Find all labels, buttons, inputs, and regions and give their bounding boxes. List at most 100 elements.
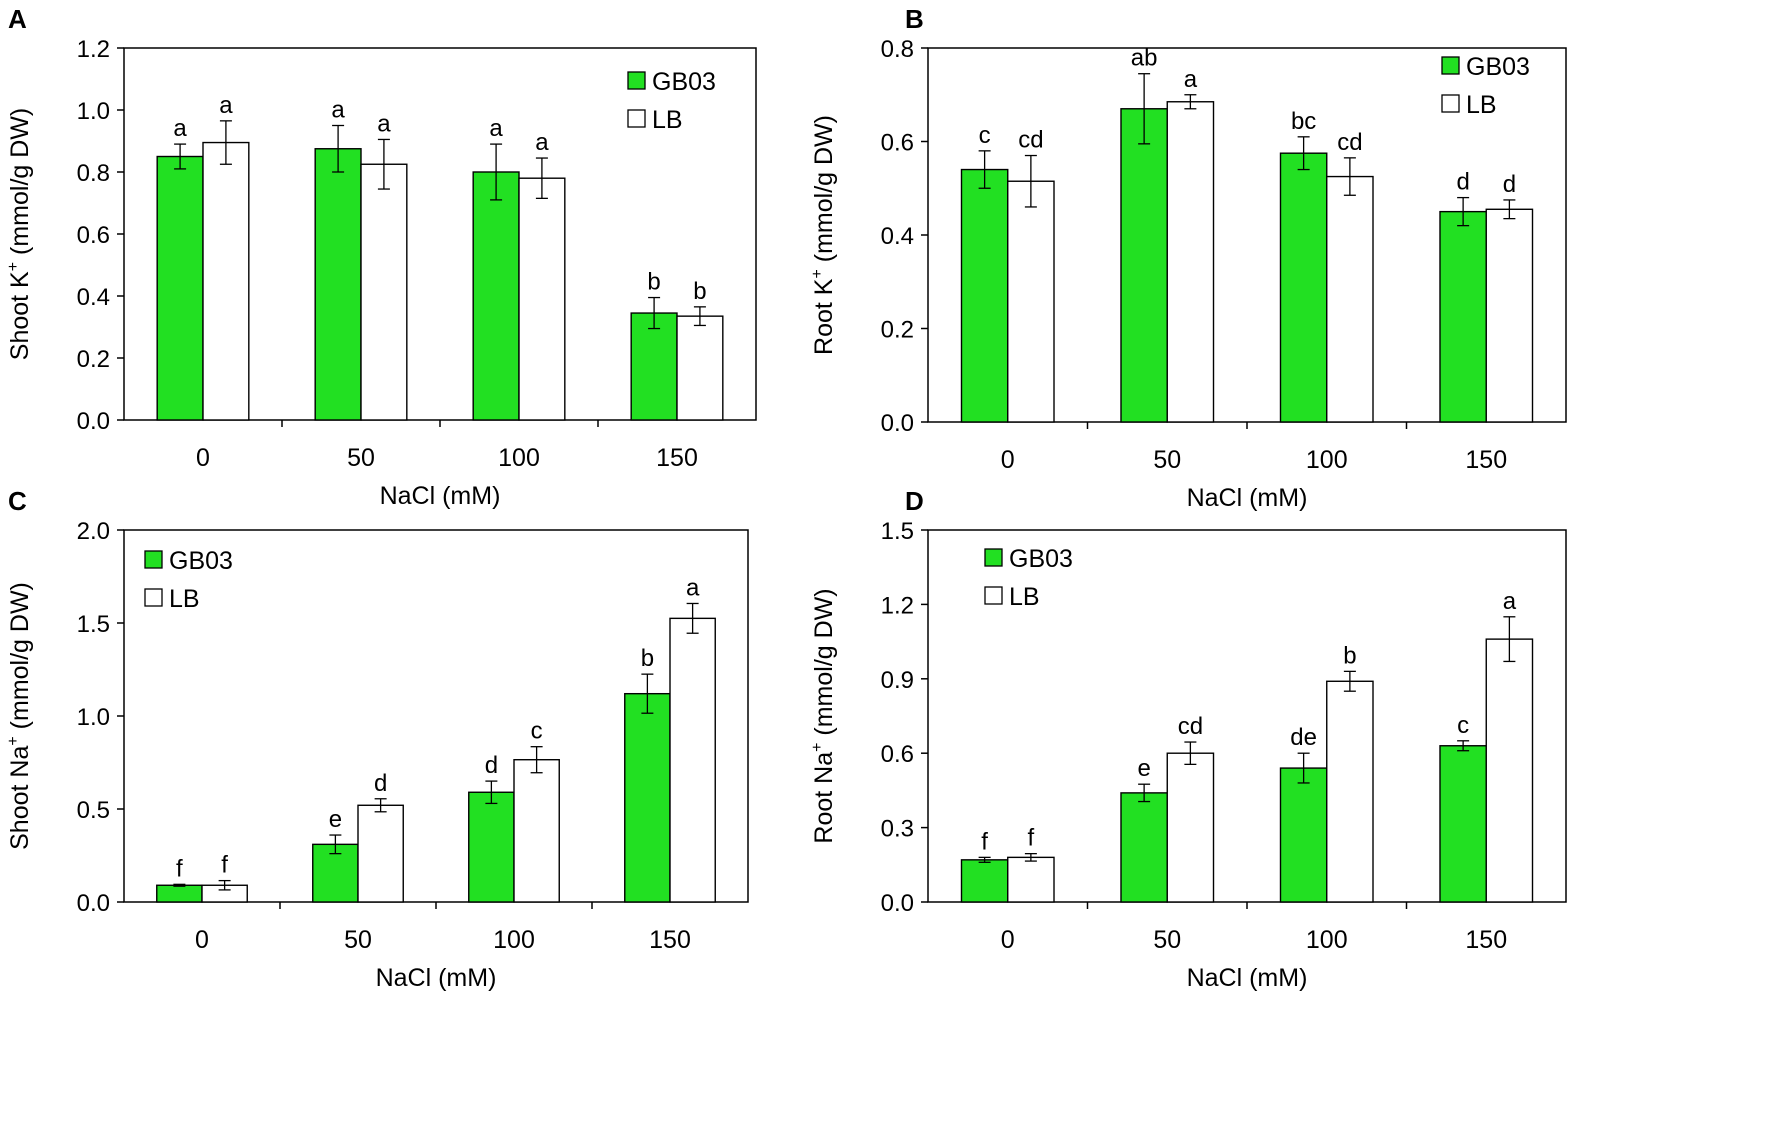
y-axis-title: Shoot Na+ (mmol/g DW) — [5, 582, 34, 850]
bar-gb03-100 — [468, 791, 515, 903]
bar-lb-0 — [1007, 856, 1055, 903]
significance-letter: cd — [1018, 127, 1043, 154]
legend-label-gb03: GB03 — [1466, 53, 1530, 81]
x-tick-label: 150 — [1465, 926, 1507, 954]
bar-lb-100 — [518, 177, 566, 421]
y-tick-label: 0.4 — [77, 284, 110, 311]
x-tick-label: 0 — [1001, 926, 1015, 954]
legend-label-gb03: GB03 — [652, 68, 716, 96]
legend-swatch-lb — [144, 588, 163, 607]
significance-letter: d — [1456, 169, 1469, 196]
x-tick-label: 100 — [493, 926, 535, 954]
significance-letter: a — [489, 115, 503, 142]
bar-lb-0 — [1007, 180, 1055, 423]
y-tick-label: 1.2 — [881, 592, 914, 619]
panel-label: B — [905, 4, 924, 34]
significance-letter: c — [531, 718, 543, 745]
bar-lb-150 — [1485, 208, 1534, 423]
legend-label-lb: LB — [169, 585, 200, 613]
x-tick-label: 0 — [195, 926, 209, 954]
y-tick-label: 1.0 — [77, 704, 110, 731]
bar-lb-150 — [676, 315, 724, 421]
bar-gb03-0 — [960, 168, 1009, 423]
significance-letter: b — [693, 278, 706, 305]
significance-letter: f — [176, 855, 183, 882]
significance-letter: a — [377, 110, 391, 137]
x-tick-label: 50 — [344, 926, 372, 954]
y-tick-label: 0.6 — [881, 741, 914, 768]
x-tick-label: 100 — [1306, 446, 1348, 474]
bar-lb-150 — [669, 617, 716, 903]
significance-letter: cd — [1178, 713, 1203, 740]
bar-lb-100 — [1326, 680, 1374, 903]
significance-letter: c — [979, 122, 991, 149]
bar-gb03-150 — [630, 312, 678, 421]
bar-gb03-0 — [156, 884, 203, 903]
significance-letter: b — [641, 645, 654, 672]
bar-lb-50 — [360, 163, 408, 421]
y-axis-title: Shoot K+ (mmol/g DW) — [5, 108, 34, 360]
significance-letter: d — [374, 770, 387, 797]
y-tick-label: 1.5 — [77, 611, 110, 638]
legend-swatch-gb03 — [144, 550, 163, 569]
bar-gb03-100 — [472, 171, 520, 421]
y-tick-label: 2.0 — [77, 518, 110, 545]
legend-swatch-gb03 — [984, 548, 1003, 567]
significance-letter: d — [1503, 171, 1516, 198]
y-tick-label: 0.4 — [881, 223, 914, 250]
bar-gb03-100 — [1279, 767, 1328, 903]
bar-gb03-150 — [1439, 745, 1487, 903]
bar-gb03-150 — [1439, 210, 1487, 423]
legend-swatch-gb03 — [1441, 56, 1460, 75]
y-tick-label: 0.0 — [881, 410, 914, 437]
significance-letter: d — [485, 752, 498, 779]
y-tick-label: 0.9 — [881, 667, 914, 694]
x-tick-label: 150 — [1465, 446, 1507, 474]
bar-gb03-50 — [1120, 108, 1168, 423]
bar-gb03-0 — [960, 859, 1009, 903]
legend-label-gb03: GB03 — [169, 547, 233, 575]
significance-letter: cd — [1337, 129, 1362, 156]
significance-letter: de — [1290, 724, 1317, 751]
y-tick-label: 0.0 — [881, 890, 914, 917]
x-axis-title: NaCl (mM) — [380, 482, 501, 510]
panel-d: D 0.0 0.3 0.6 0.9 1.2 1.5 f f 0 e cd 50 de b 100 c a 150 Na… — [809, 486, 1567, 992]
significance-letter: f — [1028, 825, 1035, 852]
legend-swatch-gb03 — [627, 71, 646, 90]
bar-gb03-50 — [314, 148, 362, 421]
y-tick-label: 0.6 — [77, 222, 110, 249]
x-tick-label: 150 — [649, 926, 691, 954]
legend-label-lb: LB — [652, 106, 683, 134]
y-tick-label: 0.5 — [77, 797, 110, 824]
x-tick-label: 100 — [1306, 926, 1348, 954]
bar-lb-0 — [202, 141, 250, 421]
significance-letter: f — [221, 852, 228, 879]
significance-letter: a — [686, 574, 700, 601]
y-tick-label: 0.8 — [77, 160, 110, 187]
significance-letter: b — [1343, 642, 1356, 669]
y-tick-label: 0.0 — [77, 408, 110, 435]
significance-letter: a — [535, 129, 549, 156]
y-tick-label: 1.5 — [881, 518, 914, 545]
x-tick-label: 50 — [1153, 926, 1181, 954]
x-tick-label: 150 — [656, 444, 698, 472]
significance-letter: a — [1503, 588, 1517, 615]
panel-label: D — [905, 486, 924, 516]
x-tick-label: 0 — [1001, 446, 1015, 474]
y-tick-label: 0.8 — [881, 36, 914, 63]
significance-letter: b — [647, 269, 660, 296]
significance-letter: bc — [1291, 108, 1316, 135]
legend-label-lb: LB — [1009, 583, 1040, 611]
y-tick-label: 0.6 — [881, 130, 914, 157]
x-axis-title: NaCl (mM) — [376, 964, 497, 992]
bar-gb03-100 — [1279, 152, 1328, 423]
y-tick-label: 0.3 — [881, 816, 914, 843]
y-tick-label: 0.0 — [77, 890, 110, 917]
bar-lb-100 — [1326, 175, 1374, 423]
y-tick-label: 0.2 — [77, 346, 110, 373]
panel-label: C — [8, 486, 27, 516]
significance-letter: f — [981, 828, 988, 855]
x-axis-title: NaCl (mM) — [1187, 964, 1308, 992]
